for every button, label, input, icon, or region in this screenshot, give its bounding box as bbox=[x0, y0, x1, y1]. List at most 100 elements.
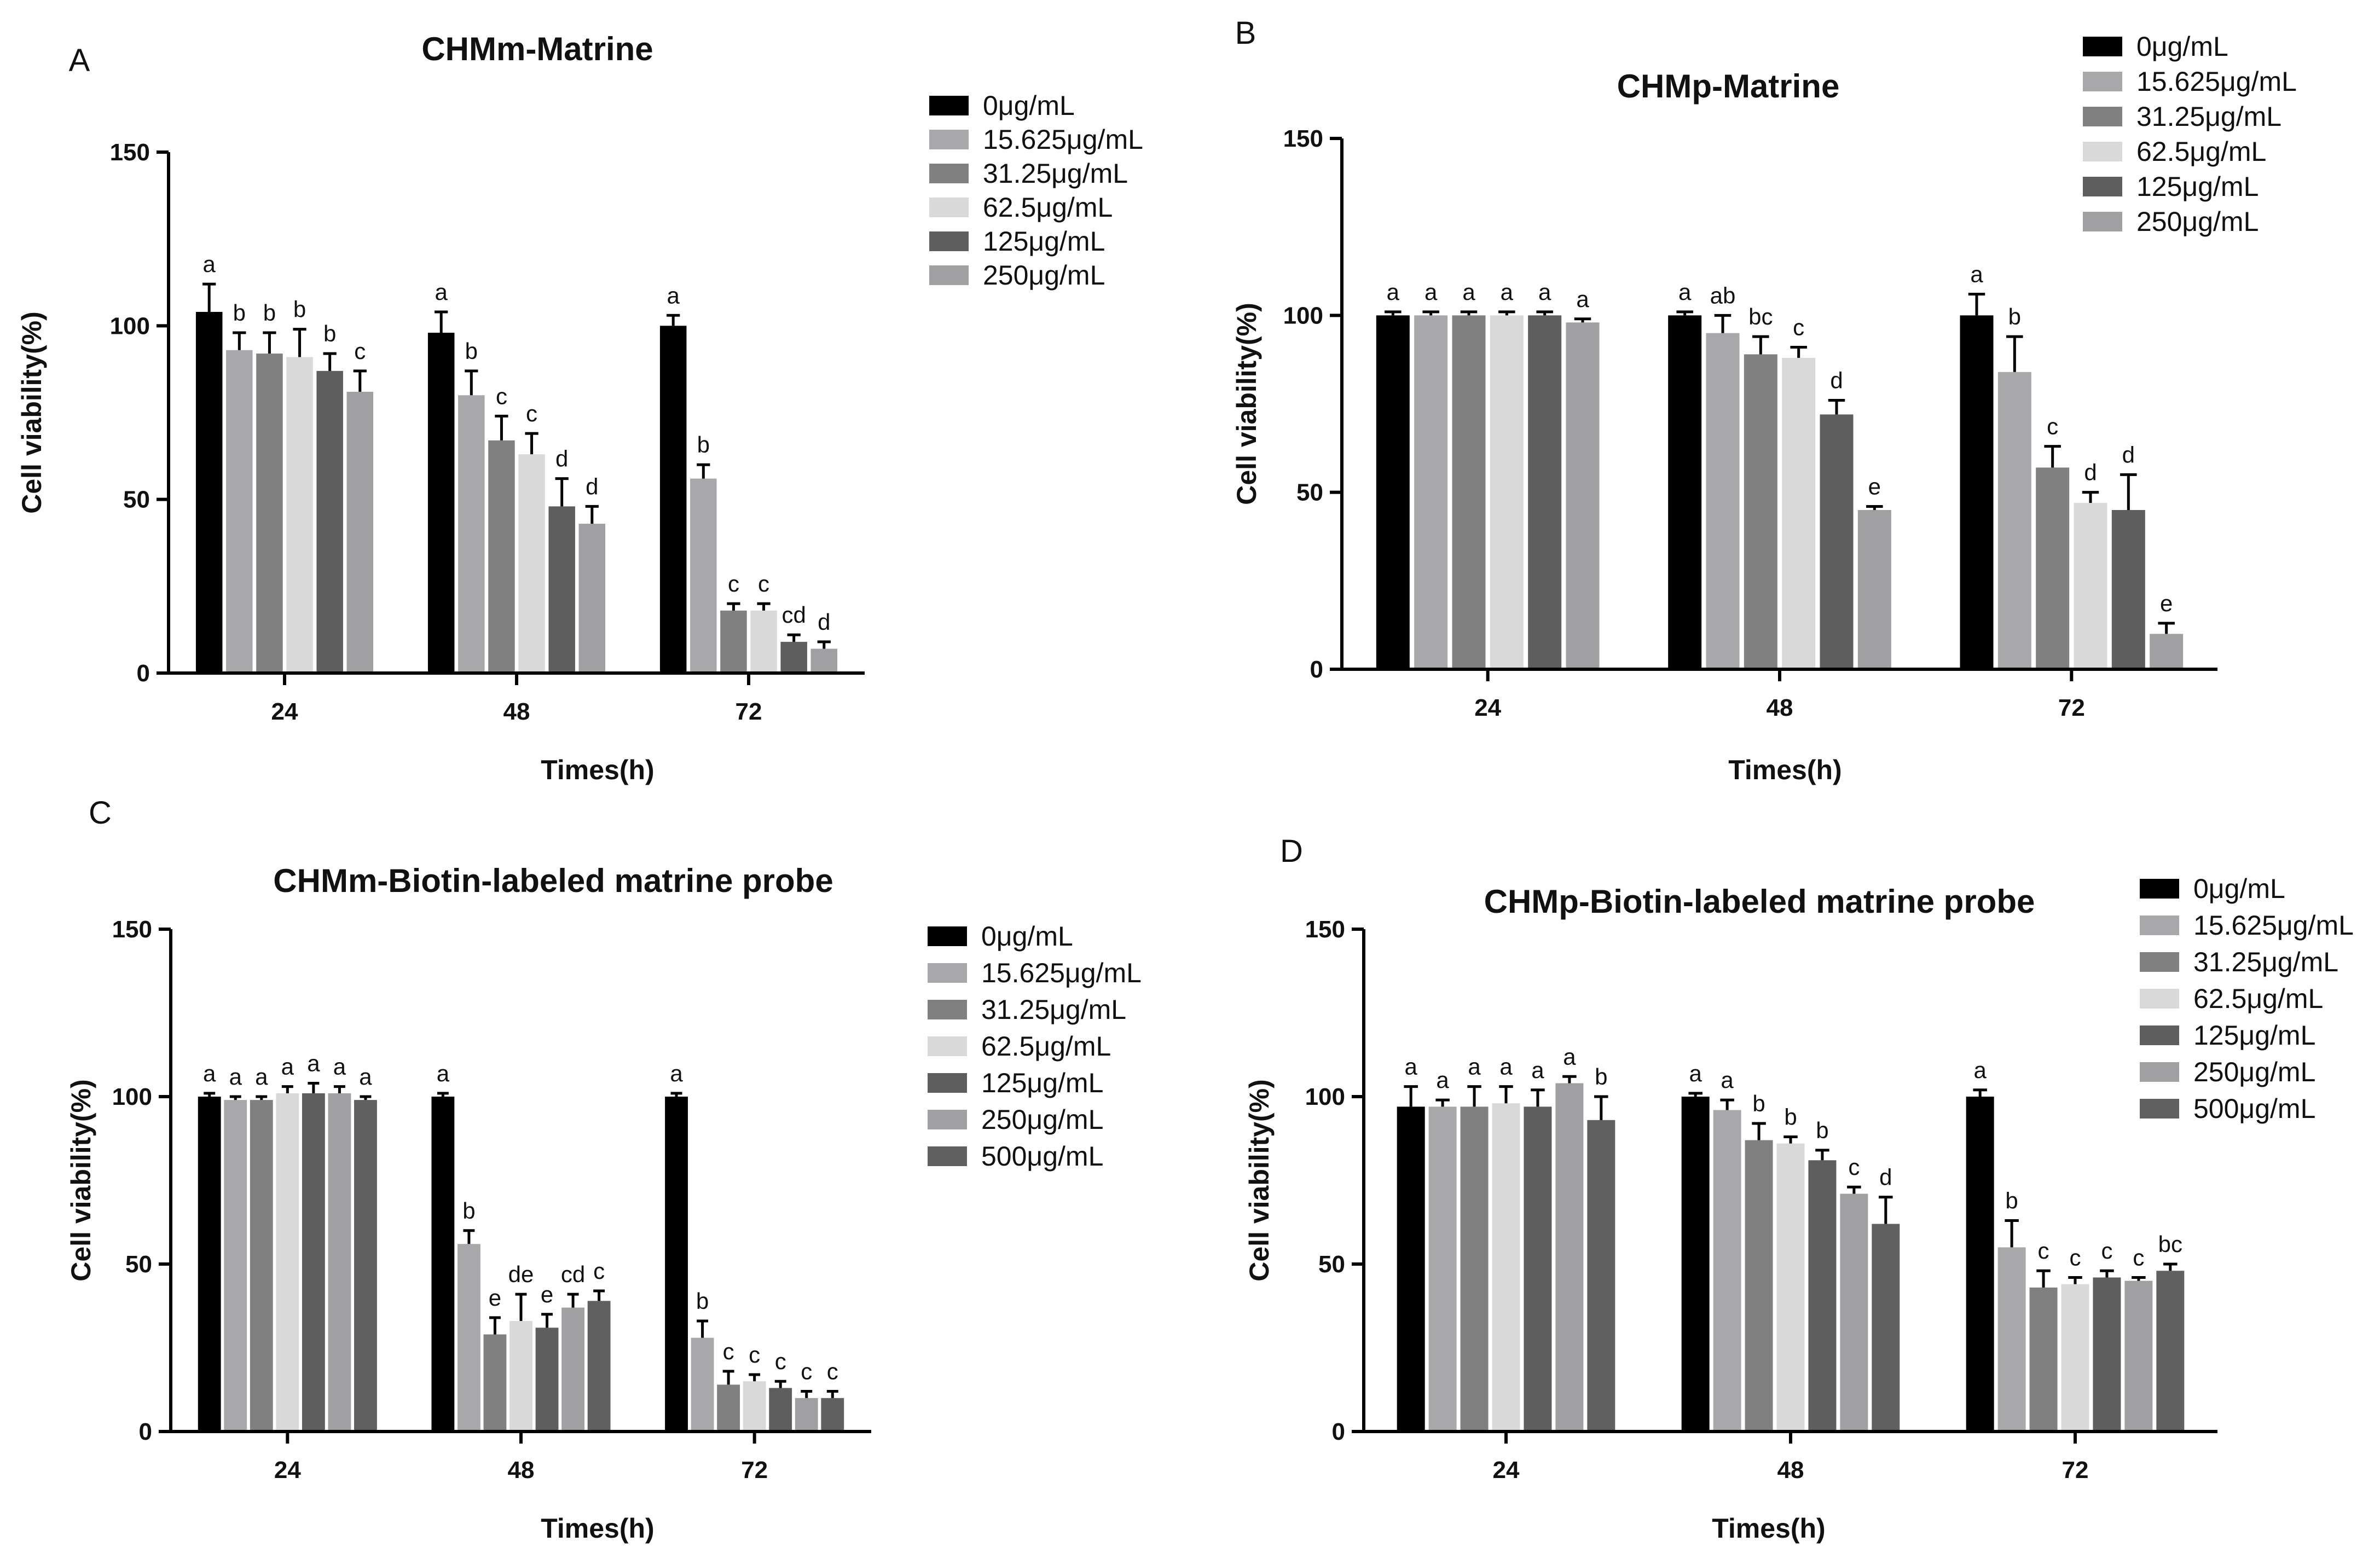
panel-c-bar bbox=[561, 1307, 585, 1432]
panel-c-significance-label: c bbox=[749, 1342, 760, 1367]
panel-b-bar bbox=[1997, 372, 2031, 669]
panel-a-y-tick-label: 150 bbox=[110, 139, 150, 166]
panel-c-bar bbox=[198, 1097, 221, 1432]
panel-b-significance-label: c bbox=[2047, 414, 2058, 439]
panel-c-legend-swatch bbox=[928, 1110, 967, 1129]
panel-a-legend-label: 125μg/mL bbox=[983, 226, 1105, 257]
panel-c-significance-label: de bbox=[508, 1261, 534, 1287]
panel-a-bar bbox=[518, 454, 545, 673]
panel-b-legend-swatch bbox=[2083, 107, 2122, 126]
panel-b-bar bbox=[1744, 354, 1777, 669]
panel-a-legend-swatch bbox=[929, 164, 969, 183]
panel-c-legend-swatch bbox=[928, 1073, 967, 1093]
panel-c-significance-label: a bbox=[203, 1061, 216, 1086]
panel-a-legend-swatch bbox=[929, 231, 969, 251]
panel-a-significance-label: d bbox=[818, 609, 830, 635]
panel-c-significance-label: a bbox=[307, 1051, 320, 1076]
panel-b-significance-label: a bbox=[1387, 279, 1400, 305]
panel-b-significance-label: ab bbox=[1710, 282, 1736, 308]
panel-b-bar bbox=[1960, 315, 1994, 669]
panel-d-x-tick-label: 72 bbox=[2062, 1457, 2089, 1484]
panel-d-significance-label: c bbox=[2133, 1244, 2144, 1270]
panel-a-significance-label: a bbox=[667, 282, 680, 308]
panel-c-y-tick-label: 50 bbox=[125, 1251, 152, 1278]
panel-d-bar bbox=[1713, 1110, 1741, 1432]
panel-c-bar bbox=[457, 1244, 480, 1432]
panel-c-significance-label: c bbox=[775, 1348, 786, 1374]
panel-b-legend-swatch bbox=[2083, 37, 2122, 56]
panel-b-significance-label: d bbox=[2084, 460, 2097, 485]
panel-b-title: CHMp-Matrine bbox=[1617, 68, 1840, 105]
panel-c-bar bbox=[691, 1337, 714, 1432]
panel-a-significance-label: b bbox=[465, 338, 478, 364]
panel-d-legend-label: 31.25μg/mL bbox=[2193, 947, 2338, 977]
panel-a-x-tick-label: 72 bbox=[736, 698, 762, 725]
panel-c-legend-swatch bbox=[928, 926, 967, 946]
panel-a-y-axis-label: Cell viability(%) bbox=[16, 311, 47, 514]
panel-a-y-tick-label: 50 bbox=[123, 486, 150, 513]
panel-b-bar bbox=[2150, 634, 2184, 669]
panel-b-legend-label: 125μg/mL bbox=[2136, 171, 2259, 202]
panel-c-x-tick-label: 72 bbox=[741, 1457, 768, 1484]
panel-d-bar bbox=[2061, 1284, 2089, 1432]
panel-a-legend-swatch bbox=[929, 198, 969, 217]
panel-a-legend-label: 15.625μg/mL bbox=[983, 124, 1143, 155]
panel-d-legend-swatch bbox=[2140, 879, 2179, 899]
panel-b-significance-label: b bbox=[2008, 304, 2021, 329]
panel-a-legend-swatch bbox=[929, 96, 969, 115]
panel-d-bar bbox=[1808, 1160, 1837, 1432]
panel-a-bar bbox=[458, 395, 485, 673]
panel-b-bar bbox=[1857, 510, 1891, 669]
panel-d-legend-swatch bbox=[2140, 915, 2179, 935]
panel-a-bar bbox=[427, 333, 455, 673]
panel-d-bar bbox=[1776, 1143, 1805, 1432]
panel-a-bar bbox=[286, 357, 313, 673]
panel-d-legend-label: 125μg/mL bbox=[2193, 1020, 2315, 1051]
panel-c-significance-label: b bbox=[462, 1198, 475, 1224]
panel-c-legend-swatch bbox=[928, 963, 967, 983]
panel-d-legend-label: 62.5μg/mL bbox=[2193, 983, 2323, 1014]
panel-c-bar bbox=[250, 1100, 273, 1432]
panel-c-legend-label: 125μg/mL bbox=[981, 1068, 1103, 1098]
panel-a-significance-label: a bbox=[435, 279, 448, 305]
panel-d-x-axis-label: Times(h) bbox=[1712, 1513, 1825, 1544]
panel-a-bar bbox=[195, 311, 223, 673]
panel-d-y-axis-label: Cell viability(%) bbox=[1244, 1079, 1275, 1282]
panel-d-significance-label: a bbox=[1499, 1054, 1513, 1080]
panel-b-significance-label: d bbox=[2122, 442, 2135, 467]
panel-c-bar bbox=[302, 1093, 325, 1432]
panel-b-significance-label: a bbox=[1462, 279, 1475, 305]
panel-a-significance-label: d bbox=[555, 446, 568, 472]
panel-c-legend-swatch bbox=[928, 1000, 967, 1019]
panel-a-legend-label: 62.5μg/mL bbox=[983, 192, 1113, 223]
panel-c-significance-label: a bbox=[359, 1064, 372, 1090]
panel-d-bar bbox=[2124, 1280, 2153, 1432]
panel-d-bar bbox=[1397, 1106, 1425, 1432]
panel-c-bar bbox=[483, 1334, 507, 1432]
panel-b-legend-label: 0μg/mL bbox=[2136, 31, 2228, 62]
panel-b-significance-label: a bbox=[1424, 279, 1438, 305]
panel-c-significance-label: a bbox=[281, 1054, 294, 1080]
panel-c-bar bbox=[431, 1097, 455, 1432]
panel-b-letter: B bbox=[1235, 15, 1256, 51]
panel-c-legend-label: 31.25μg/mL bbox=[981, 994, 1126, 1025]
panel-b-x-tick-label: 24 bbox=[1474, 694, 1501, 721]
panel-d-bar bbox=[1524, 1106, 1552, 1432]
panel-a-significance-label: b bbox=[263, 300, 276, 326]
panel-a-bar bbox=[690, 478, 717, 673]
panel-b-significance-label: a bbox=[1970, 262, 1983, 287]
panel-b-bar bbox=[2111, 510, 2145, 669]
panel-b-significance-label: c bbox=[1793, 315, 1804, 340]
panel-a-bar bbox=[256, 354, 283, 673]
panel-b-y-tick-label: 50 bbox=[1296, 479, 1323, 506]
panel-b-legend-label: 15.625μg/mL bbox=[2136, 66, 2297, 97]
panel-b-bar bbox=[2074, 503, 2107, 669]
panel-b-x-axis-label: Times(h) bbox=[1728, 755, 1842, 785]
panel-b-significance-label: e bbox=[2160, 590, 2173, 616]
panel-c-significance-label: b bbox=[696, 1288, 709, 1314]
panel-d-x-tick-label: 48 bbox=[1777, 1457, 1804, 1484]
panel-d-significance-label: c bbox=[2101, 1238, 2112, 1264]
panel-c-bar bbox=[276, 1093, 299, 1432]
panel-b-bar bbox=[1566, 322, 1600, 669]
panel-b-bar bbox=[1452, 315, 1486, 669]
